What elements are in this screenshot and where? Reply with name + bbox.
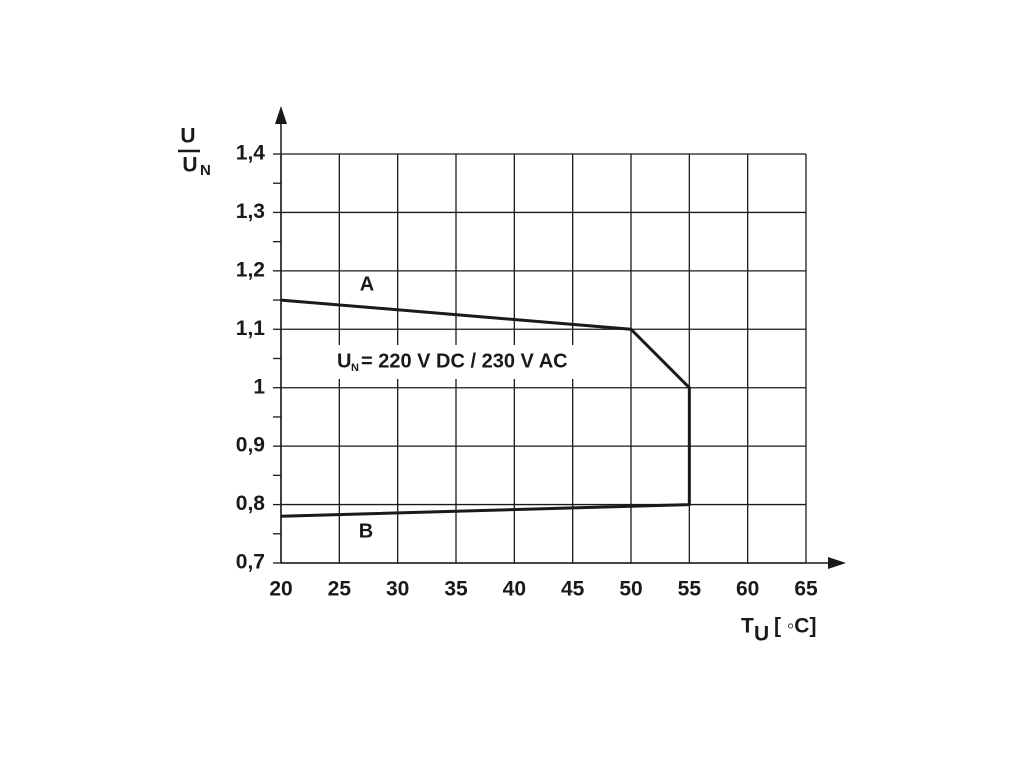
y-tick-label: 0,8 <box>236 492 266 515</box>
x-tick-label: 60 <box>736 578 759 601</box>
note-main: U <box>337 350 351 372</box>
y-tick-label: 0,7 <box>236 551 265 574</box>
y-label-bottom: U <box>182 154 197 177</box>
curve-label: A <box>360 273 374 295</box>
curve-label: B <box>359 520 373 542</box>
x-label-unit: [ ◦C] <box>774 615 816 638</box>
y-axis-arrow <box>275 106 287 124</box>
x-tick-label: 30 <box>386 578 409 601</box>
x-tick-label: 45 <box>561 578 585 601</box>
x-tick-label: 55 <box>678 578 702 601</box>
note-background <box>331 345 613 379</box>
y-tick-label: 1,2 <box>236 258 265 281</box>
y-tick-label: 0,9 <box>236 434 265 457</box>
x-tick-label: 40 <box>503 578 526 601</box>
x-tick-label: 35 <box>444 578 468 601</box>
x-tick-label: 20 <box>269 578 292 601</box>
curve <box>280 298 691 518</box>
x-axis-arrow <box>828 557 846 569</box>
note-subscript: N <box>351 362 359 374</box>
x-label-subscript: U <box>754 623 769 646</box>
y-tick-label: 1,4 <box>236 142 266 165</box>
y-tick-label: 1,1 <box>236 317 266 340</box>
y-label-top: U <box>180 125 195 148</box>
x-label-main: T <box>741 615 754 638</box>
y-label-subscript: N <box>200 162 211 179</box>
x-tick-label: 65 <box>794 578 818 601</box>
x-tick-label: 25 <box>328 578 352 601</box>
note-text: = 220 V DC / 230 V AC <box>361 350 568 372</box>
y-tick-label: 1 <box>253 375 265 398</box>
x-tick-label: 50 <box>619 578 642 601</box>
y-tick-label: 1,3 <box>236 200 265 223</box>
